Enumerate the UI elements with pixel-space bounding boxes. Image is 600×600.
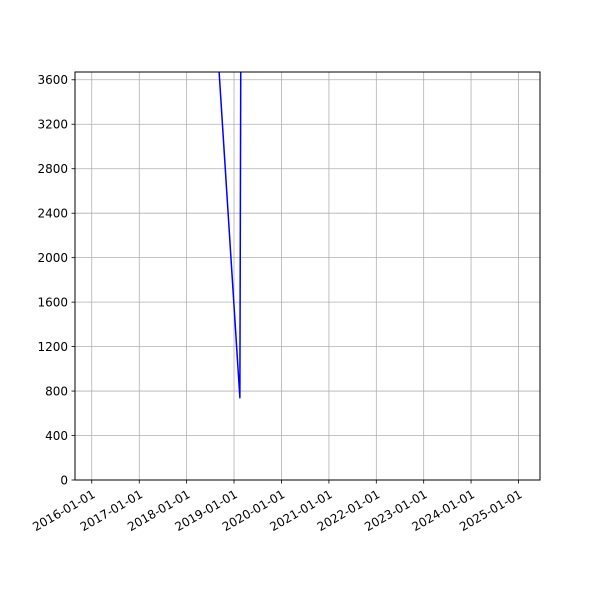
y-tick-label: 400: [45, 429, 68, 443]
series-layer: [218, 72, 242, 399]
y-tick-label: 3200: [37, 118, 68, 132]
series-line: [218, 72, 242, 399]
y-tick-label: 2000: [37, 251, 68, 265]
y-tick-label: 2400: [37, 206, 68, 220]
y-tick-label: 800: [45, 384, 68, 398]
y-tick-label: 1200: [37, 340, 68, 354]
y-axis: 0 400 800 1200 1600 2000 2400 2800 3200 3600: [37, 73, 75, 487]
y-tick-label: 2800: [37, 162, 68, 176]
y-tick-label: 1600: [37, 295, 68, 309]
gridlines: [75, 72, 540, 481]
plot-frame: [74, 71, 541, 481]
y-tick-label: 0: [60, 473, 68, 487]
y-tick-label: 3600: [37, 73, 68, 87]
